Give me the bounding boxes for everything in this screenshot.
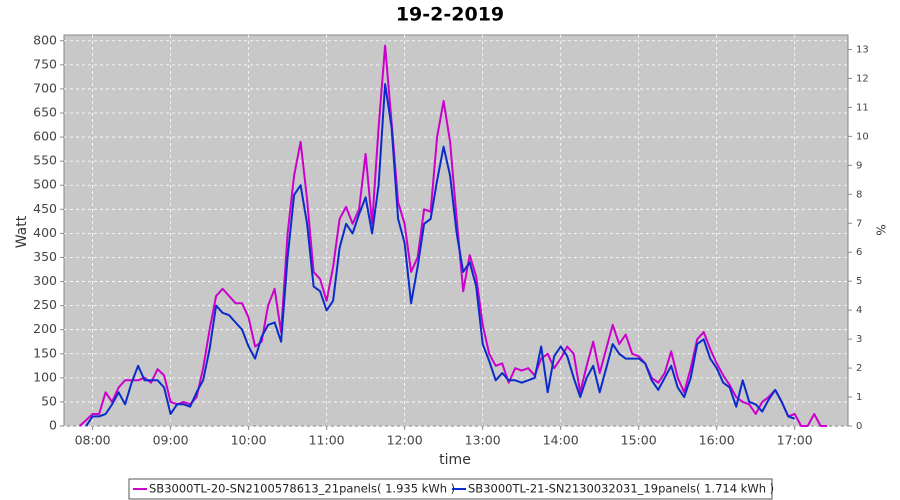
y2-tick-label: 0 bbox=[856, 421, 862, 432]
x-tick-label: 15:00 bbox=[621, 433, 657, 448]
y-tick-label: 450 bbox=[33, 201, 57, 216]
legend-label: SB3000TL-21-SN2130032031_19panels( 1.714… bbox=[468, 482, 774, 496]
y2-tick-label: 3 bbox=[856, 334, 862, 345]
series-line bbox=[85, 83, 796, 427]
y-tick-label: 250 bbox=[33, 297, 57, 312]
chart-title: 19-2-2019 bbox=[396, 4, 504, 26]
x-tick-label: 08:00 bbox=[75, 433, 111, 448]
y-tick-label: 50 bbox=[41, 393, 57, 408]
x-axis-label: time bbox=[439, 452, 471, 468]
y-tick-label: 800 bbox=[33, 32, 57, 47]
y2-tick-label: 2 bbox=[856, 363, 862, 374]
y-tick-label: 350 bbox=[33, 249, 57, 264]
y2-tick-label: 12 bbox=[856, 73, 869, 84]
y2-tick-label: 1 bbox=[856, 392, 862, 403]
series-line bbox=[78, 44, 828, 427]
y2-tick-label: 10 bbox=[856, 131, 869, 142]
y-tick-label: 400 bbox=[33, 225, 57, 240]
y2-tick-label: 13 bbox=[856, 44, 869, 55]
x-tick-label: 13:00 bbox=[465, 433, 501, 448]
y-tick-label: 650 bbox=[33, 105, 57, 120]
y-tick-label: 300 bbox=[33, 273, 57, 288]
y-tick-label: 100 bbox=[33, 369, 57, 384]
y-tick-label: 600 bbox=[33, 129, 57, 144]
y-tick-label: 500 bbox=[33, 177, 57, 192]
x-tick-label: 10:00 bbox=[231, 433, 267, 448]
y2-tick-label: 4 bbox=[856, 305, 862, 316]
y2-tick-label: 9 bbox=[856, 160, 862, 171]
y2-tick-label: 6 bbox=[856, 247, 862, 258]
x-tick-label: 09:00 bbox=[153, 433, 189, 448]
y2-tick-label: 7 bbox=[856, 218, 862, 229]
y-tick-label: 550 bbox=[33, 153, 57, 168]
y-axis-label: Watt bbox=[14, 215, 30, 248]
y2-axis-label: % bbox=[874, 224, 888, 235]
y2-tick-label: 8 bbox=[856, 189, 862, 200]
x-tick-label: 12:00 bbox=[387, 433, 423, 448]
x-tick-label: 16:00 bbox=[699, 433, 735, 448]
x-tick-label: 11:00 bbox=[309, 433, 345, 448]
y-tick-label: 700 bbox=[33, 80, 57, 95]
legend-label: SB3000TL-20-SN2100578613_21panels( 1.935… bbox=[149, 482, 455, 496]
y2-tick-label: 11 bbox=[856, 102, 869, 113]
x-tick-label: 17:00 bbox=[777, 433, 813, 448]
y-tick-label: 150 bbox=[33, 345, 57, 360]
y-tick-label: 0 bbox=[49, 418, 57, 433]
x-tick-label: 14:00 bbox=[543, 433, 579, 448]
y-tick-label: 750 bbox=[33, 56, 57, 71]
y-tick-label: 200 bbox=[33, 321, 57, 336]
legend-box bbox=[128, 478, 773, 500]
y2-tick-label: 5 bbox=[856, 276, 862, 287]
